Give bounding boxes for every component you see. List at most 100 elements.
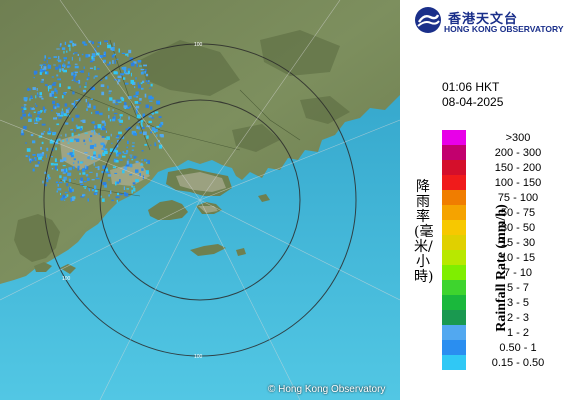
rain-echo-cell <box>119 159 123 161</box>
legend-label: >300 <box>505 131 531 144</box>
range-ring-label-south: 100 <box>194 354 203 360</box>
rain-echo-cell <box>30 95 33 99</box>
rain-echo-cell <box>135 169 139 173</box>
legend-label: 50 - 75 <box>500 206 536 219</box>
rain-echo-cell <box>39 92 42 96</box>
rain-echo-cell <box>84 164 87 169</box>
rain-echo-cell <box>56 74 59 77</box>
rain-echo-cell <box>85 99 87 103</box>
rain-echo-cell <box>94 66 96 71</box>
rain-echo-cell <box>148 80 150 82</box>
rain-echo-cell <box>68 44 71 47</box>
rain-echo-cell <box>86 108 88 111</box>
radar-map: 100 100 100 © Hong Kong Observatory <box>0 0 400 400</box>
legend-label: 15 - 30 <box>500 236 536 249</box>
rain-echo-cell <box>91 179 95 181</box>
rain-echo-cell <box>39 68 44 73</box>
rain-echo-cell <box>61 68 64 71</box>
rain-echo-cell <box>80 177 83 182</box>
rain-echo-cell <box>41 78 44 81</box>
rain-echo-cell <box>44 183 47 187</box>
rain-echo-cell <box>123 166 128 171</box>
rain-echo-cell <box>112 109 114 112</box>
rain-echo-cell <box>75 73 77 76</box>
rain-echo-cell <box>55 147 57 151</box>
rain-echo-cell <box>143 131 147 136</box>
rain-echo-cell <box>93 155 97 159</box>
rain-echo-cell <box>89 67 94 69</box>
rain-echo-cell <box>104 51 106 55</box>
rain-echo-cell <box>87 103 91 108</box>
rain-echo-cell <box>37 93 39 98</box>
legend-row: >300 <box>442 130 570 145</box>
rain-echo-cell <box>132 182 136 185</box>
rain-echo-cell <box>74 71 78 74</box>
rain-echo-cell <box>122 151 125 153</box>
rain-echo-cell <box>93 105 96 110</box>
rain-echo-cell <box>69 47 71 52</box>
rain-echo-cell <box>135 110 138 114</box>
rain-echo-cell <box>111 54 115 58</box>
rain-echo-cell <box>109 97 113 101</box>
rain-echo-cell <box>20 116 23 120</box>
range-ring-outer <box>43 43 357 357</box>
rain-echo-cell <box>56 112 58 114</box>
rain-echo-cell <box>53 82 57 84</box>
rain-echo-cell <box>74 100 76 105</box>
rain-echo-cell <box>131 149 134 151</box>
rain-echo-cell <box>35 104 38 107</box>
rain-echo-cell <box>128 49 132 54</box>
legend-row: 10 - 15 <box>442 250 570 265</box>
rain-echo-cell <box>107 42 109 45</box>
rain-echo-cell <box>112 116 116 121</box>
rain-echo-cell <box>46 59 48 64</box>
rain-echo-cell <box>156 125 160 128</box>
lantau-island <box>148 200 188 220</box>
rain-echo-cell <box>120 73 125 76</box>
rain-echo-cell <box>60 193 61 196</box>
rain-echo-cell <box>41 123 46 126</box>
rain-echo-cell <box>134 86 136 89</box>
rain-echo-cell <box>76 126 81 129</box>
rain-echo-cell <box>80 126 83 130</box>
rain-echo-cell <box>57 160 59 162</box>
rain-echo-cell <box>40 66 43 69</box>
rain-echo-cell <box>76 138 80 142</box>
rain-echo-cell <box>37 161 40 164</box>
rain-echo-cell <box>34 157 37 161</box>
rain-echo-cell <box>138 126 140 130</box>
rain-echo-cell <box>73 158 76 161</box>
rain-echo-cell <box>63 69 67 73</box>
rain-echo-cell <box>55 181 59 184</box>
rain-echo-cell <box>113 150 117 153</box>
rain-echo-cell <box>66 50 68 53</box>
rain-echo-cell <box>51 76 54 78</box>
rain-echo-cell <box>54 96 58 99</box>
rain-echo-cell <box>71 132 74 137</box>
rain-echo-cell <box>135 179 139 183</box>
legend-swatch <box>442 355 466 370</box>
rain-echo-cell <box>114 159 116 163</box>
rain-echo-cell <box>151 117 154 119</box>
rain-echo-cell <box>63 157 67 161</box>
rain-echo-cell <box>81 53 84 56</box>
rain-echo-cell <box>116 99 121 102</box>
rain-echo-cell <box>71 79 74 81</box>
rain-echo-cell <box>128 116 130 120</box>
rain-echo-cell <box>100 84 105 87</box>
rain-echo-cell <box>127 70 130 74</box>
legend-row: 75 - 100 <box>442 190 570 205</box>
rain-echo-cell <box>57 184 59 187</box>
legend-label: 75 - 100 <box>497 191 539 204</box>
rain-echo-cell <box>78 79 81 84</box>
rain-echo-cell <box>107 85 109 89</box>
rain-echo-cell <box>28 155 30 159</box>
rain-echo-cell <box>34 122 38 124</box>
rain-echo-cell <box>49 93 52 97</box>
rainfall-rate-label-english: Rainfall Rate (mm/h) <box>494 204 509 332</box>
legend-label: 100 - 150 <box>494 176 542 189</box>
rain-echo-cell <box>88 72 90 76</box>
rain-echo-cell <box>69 40 73 44</box>
rain-echo-cell <box>126 188 129 190</box>
rain-echo-cell <box>136 63 138 68</box>
